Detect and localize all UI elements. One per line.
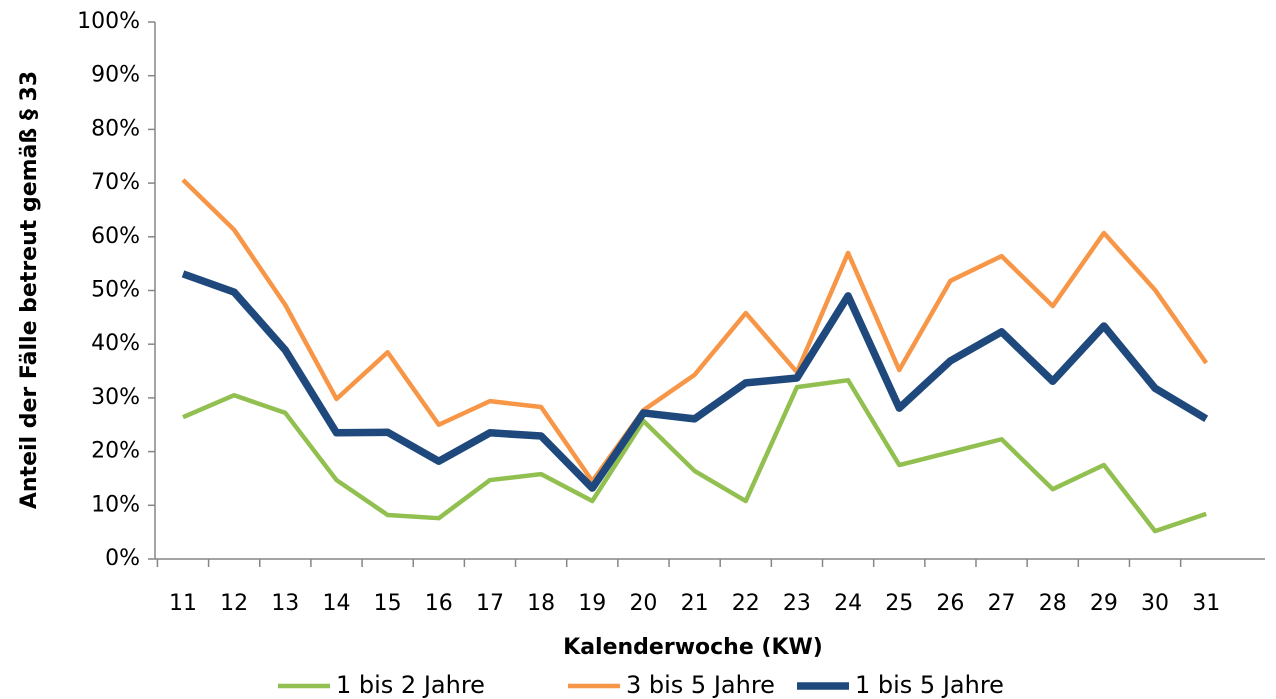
x-tick-label: 12 [220, 591, 248, 616]
x-tick-label: 14 [322, 591, 350, 616]
x-tick-label: 18 [527, 591, 555, 616]
x-tick-label: 24 [834, 591, 862, 616]
x-axis-label: Kalenderwoche (KW) [563, 635, 823, 660]
x-tick-label: 30 [1141, 591, 1169, 616]
legend-label: 3 bis 5 Jahre [626, 671, 775, 699]
x-tick-label: 17 [476, 591, 504, 616]
y-tick-label: 50% [91, 278, 140, 303]
x-tick-label: 23 [783, 591, 811, 616]
series-line [182, 377, 1207, 534]
y-tick-label: 60% [91, 224, 140, 249]
x-tick-label: 19 [578, 591, 606, 616]
x-tick-label: 29 [1090, 591, 1118, 616]
y-tick-label: 10% [91, 492, 140, 517]
y-axis-label: Anteil der Fälle betreut gemäß § 33 [17, 71, 42, 509]
y-tick-label: 80% [91, 116, 140, 141]
legend-label: 1 bis 2 Jahre [336, 671, 485, 699]
y-tick-label: 90% [91, 63, 140, 88]
y-tick-label: 0% [105, 546, 140, 571]
y-tick-label: 30% [91, 385, 140, 410]
x-tick-label: 26 [936, 591, 964, 616]
x-tick-label: 28 [1039, 591, 1067, 616]
y-tick-label: 40% [91, 331, 140, 356]
x-tick-label: 11 [169, 591, 197, 616]
series-line [181, 178, 1209, 484]
series-line [181, 270, 1209, 492]
x-tick-label: 13 [271, 591, 299, 616]
y-tick-label: 100% [77, 9, 140, 34]
x-tick-label: 15 [374, 591, 402, 616]
x-tick-label: 22 [732, 591, 760, 616]
legend-label: 1 bis 5 Jahre [855, 671, 1004, 699]
x-tick-label: 31 [1192, 591, 1220, 616]
x-tick-label: 25 [885, 591, 913, 616]
x-tick-label: 20 [629, 591, 657, 616]
y-tick-label: 70% [91, 170, 140, 195]
y-tick-label: 20% [91, 439, 140, 464]
x-tick-label: 27 [988, 591, 1016, 616]
x-tick-label: 21 [681, 591, 709, 616]
x-tick-label: 16 [425, 591, 453, 616]
